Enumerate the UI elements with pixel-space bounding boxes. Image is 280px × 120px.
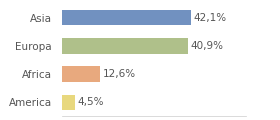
Text: 42,1%: 42,1% xyxy=(194,13,227,23)
Bar xyxy=(62,66,101,82)
Text: 12,6%: 12,6% xyxy=(103,69,136,79)
Bar xyxy=(62,10,191,25)
Bar xyxy=(62,38,188,54)
Bar xyxy=(62,95,76,110)
Text: 4,5%: 4,5% xyxy=(78,97,104,107)
Text: 40,9%: 40,9% xyxy=(190,41,223,51)
